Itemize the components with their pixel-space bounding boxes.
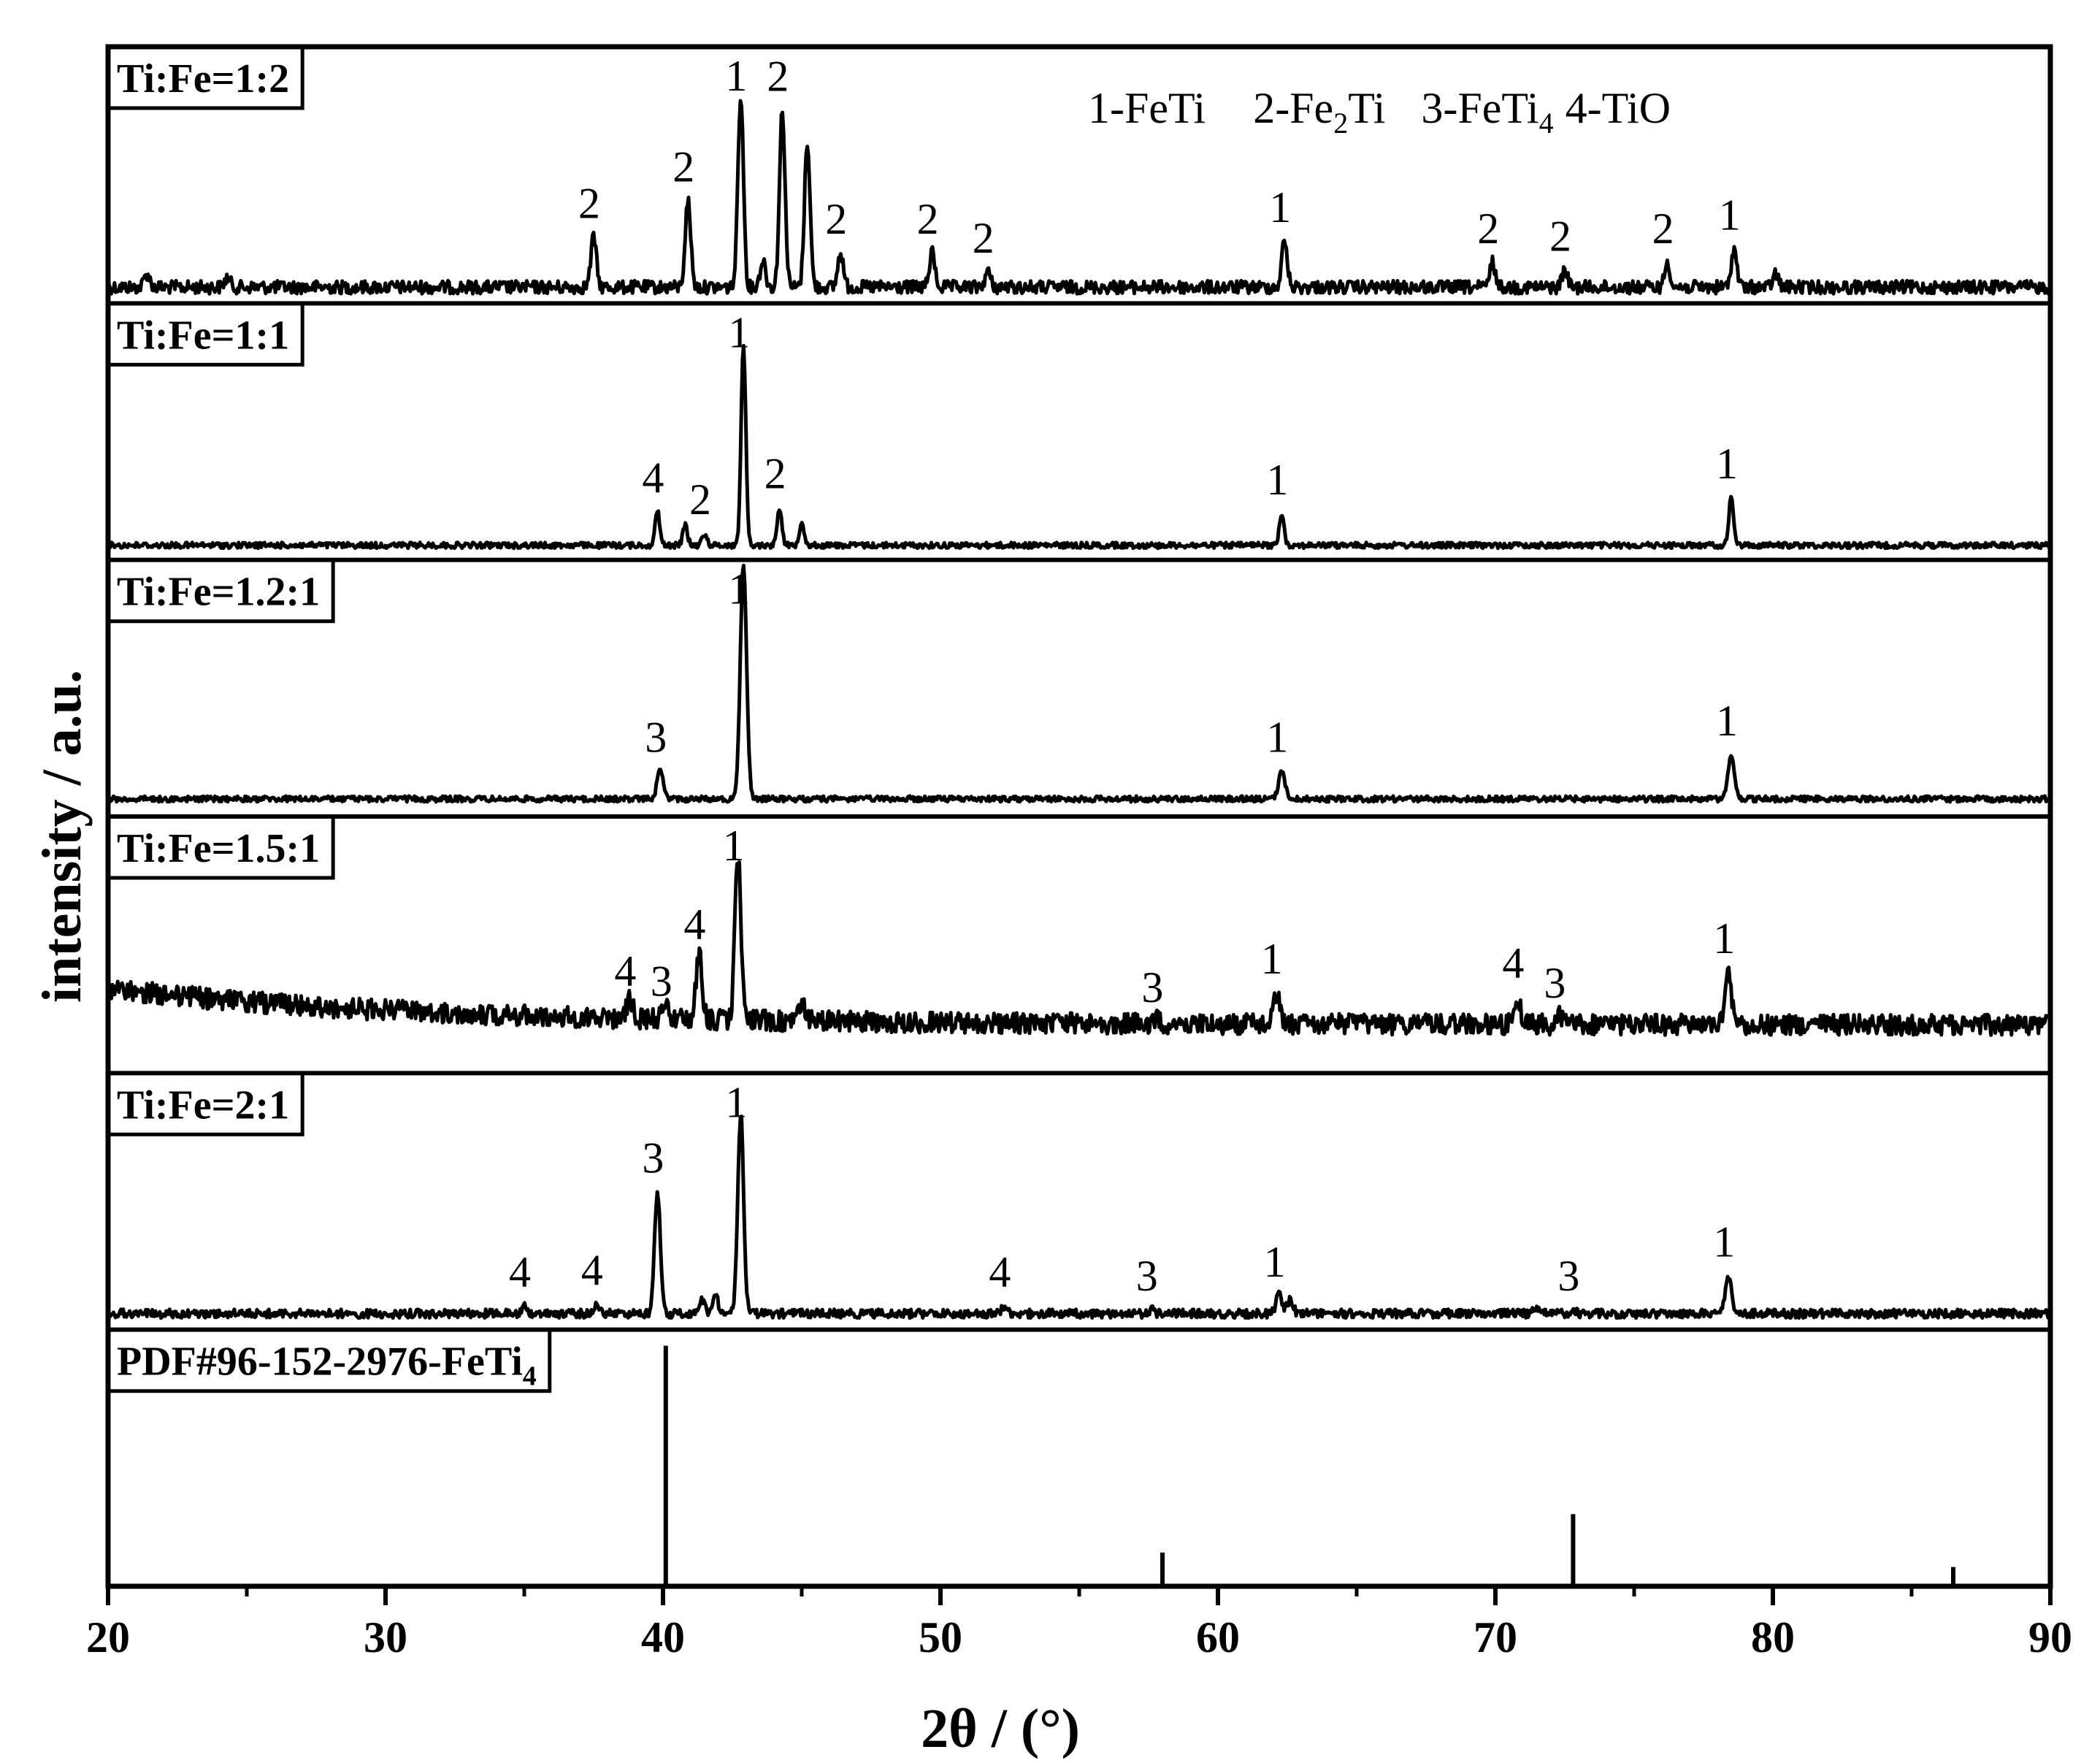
peak-label: 1	[1713, 914, 1735, 963]
peak-label: 1	[1266, 456, 1288, 504]
peak-label: 3	[1544, 959, 1566, 1007]
peak-label: 1	[728, 308, 750, 356]
peak-label: 1	[1713, 1218, 1735, 1266]
panel-label: Ti:Fe=1.2:1	[106, 558, 335, 624]
peak-label: 2	[917, 195, 939, 243]
x-tick-label: 90	[2028, 1613, 2072, 1661]
peak-label: 1	[1264, 1238, 1286, 1286]
panel-label-subscript: 4	[523, 1361, 537, 1392]
peak-label: 4	[614, 947, 636, 995]
peak-label: 1	[728, 565, 750, 613]
peak-label: 2	[1549, 213, 1571, 261]
peak-label: 4	[642, 454, 664, 502]
panel-label: PDF#96-152-2976-FeTi4	[106, 1328, 552, 1393]
panel-label-text: PDF#96-152-2976-FeTi4	[117, 1339, 537, 1392]
legend-item-feti: 1-FeTi	[1088, 84, 1206, 132]
peak-label: 1	[725, 1078, 747, 1126]
peak-label: 1	[723, 822, 745, 870]
peak-label: 2	[689, 475, 711, 524]
panel-label-box	[106, 814, 335, 880]
xrd-trace	[106, 1114, 2052, 1320]
peak-label: 3	[642, 1134, 664, 1182]
panel-1: 221 22 2 21 2 2 2 1Ti:Fe=1:2	[106, 45, 2053, 296]
phase-legend: 1-FeTi 2-Fe2Ti 3-FeTi4 4-TiO	[1088, 84, 1671, 139]
peak-label: 1	[1266, 713, 1288, 761]
peak-label: 2	[973, 214, 995, 262]
peak-label: 2	[825, 195, 847, 243]
xrd-trace	[106, 99, 2053, 296]
legend-subscript-4: 4	[1539, 107, 1554, 139]
plot-frame	[105, 44, 2053, 1589]
x-tick-label: 30	[364, 1613, 407, 1661]
panel-label-text: Ti:Fe=1:2	[117, 56, 289, 102]
peak-label: 4	[1502, 938, 1524, 987]
peak-label: 2	[578, 180, 600, 228]
panel-3: 3 1 1 1 Ti:Fe=1.2:1	[106, 558, 2053, 804]
peak-label: 3	[1141, 963, 1163, 1011]
x-tick-label: 70	[1474, 1613, 1517, 1661]
peak-label: 4	[581, 1246, 603, 1294]
peak-label: 2	[672, 143, 694, 191]
legend-item-fe2ti: 2-Fe	[1253, 84, 1333, 132]
panel-label-text: Ti:Fe=1.5:1	[117, 826, 320, 871]
peak-label: 3	[1557, 1252, 1579, 1300]
y-axis-title: intensity / a.u.	[31, 670, 93, 1003]
x-tick-label: 50	[919, 1613, 962, 1661]
peak-label: 4	[989, 1248, 1011, 1296]
svg-text:1-FeTi 2-Fe2Ti 3-F: 1-FeTi 2-Fe2Ti 3-FeTi4 4-TiO	[1088, 84, 1671, 139]
xrd-trace	[106, 860, 2053, 1037]
x-tick-label: 20	[86, 1613, 130, 1661]
panel-label: Ti:Fe=1.5:1	[106, 814, 335, 880]
panel-label-box	[106, 1328, 552, 1393]
x-axis-title: 2θ / (°)	[921, 1698, 1080, 1759]
peak-label: 1	[1269, 183, 1291, 232]
panel-label-text: Ti:Fe=1.2:1	[117, 570, 320, 615]
panel-label-text: Ti:Fe=1:1	[117, 313, 289, 358]
xrd-trace	[106, 343, 2053, 551]
x-tick-label: 60	[1196, 1613, 1240, 1661]
peak-label: 1	[1719, 191, 1741, 240]
peak-label: 4	[683, 900, 705, 949]
x-tick-label: 80	[1751, 1613, 1795, 1661]
panel-label: Ti:Fe=2:1	[106, 1071, 304, 1136]
peak-label: 4	[509, 1248, 531, 1296]
peak-label: 2	[764, 450, 786, 498]
panel-label: Ti:Fe=1:2	[106, 45, 304, 110]
peak-label: 3	[1136, 1252, 1158, 1300]
peak-label: 1	[1716, 440, 1738, 488]
peak-label: 2	[1652, 204, 1674, 253]
legend-item-fe2ti-tail: Ti	[1348, 84, 1385, 132]
peak-label: 1	[1261, 935, 1283, 983]
peak-label: 1	[725, 52, 747, 100]
panel-2: 4 212 1 1Ti:Fe=1:1	[106, 301, 2053, 551]
peak-label: 2	[767, 52, 789, 100]
peak-label: 2	[1477, 204, 1499, 253]
panel-label-box	[106, 301, 304, 367]
peak-label: 3	[651, 957, 672, 1005]
xrd-trace	[107, 563, 2053, 804]
panel-label-text: Ti:Fe=2:1	[117, 1082, 289, 1128]
panel-label: Ti:Fe=1:1	[106, 301, 304, 367]
legend-item-feti4: 3-FeTi	[1421, 84, 1538, 132]
panel-5: 4 4 3 1 4 3 1 3 1 Ti:Fe=2:1	[106, 1071, 2052, 1320]
legend-item-tio: 4-TiO	[1566, 84, 1671, 132]
x-axis: 20 30 40 50 60 70 80 90	[86, 1586, 2072, 1661]
peak-label: 3	[645, 713, 667, 761]
panel-6: PDF#96-152-2976-FeTi4	[106, 1328, 1955, 1586]
x-tick-label: 40	[641, 1613, 685, 1661]
legend-subscript-2: 2	[1333, 107, 1348, 139]
peak-label: 1	[1716, 697, 1738, 745]
